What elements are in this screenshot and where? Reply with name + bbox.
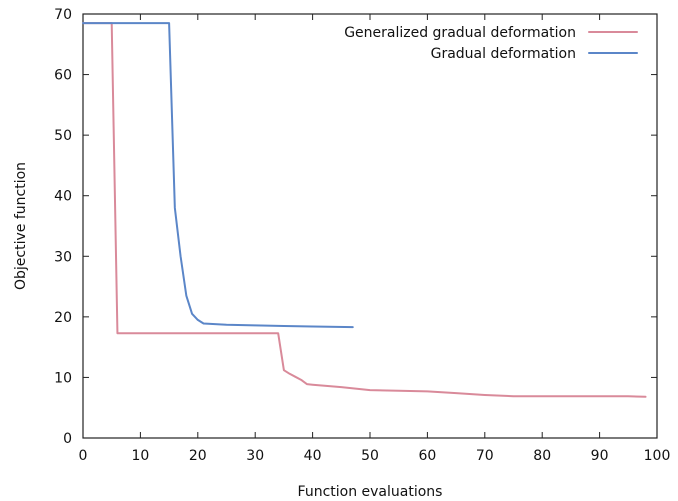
plot-area-frame	[82, 13, 658, 439]
legend: Generalized gradual deformation Gradual d…	[344, 25, 638, 62]
y-tick-label: 60	[54, 68, 72, 84]
y-tick-label: 0	[63, 431, 72, 447]
x-axis-title: Function evaluations	[298, 484, 443, 500]
x-tick-label: 80	[533, 448, 551, 464]
x-tick-label: 50	[361, 448, 379, 464]
x-tick-label: 100	[644, 448, 671, 464]
x-tick-label: 40	[304, 448, 322, 464]
x-tick-label: 10	[131, 448, 149, 464]
plot-frame	[82, 13, 658, 439]
y-tick-label: 20	[54, 310, 72, 326]
legend-label-1: Generalized gradual deformation	[344, 25, 576, 41]
legend-label-2: Gradual deformation	[431, 46, 576, 62]
x-tick-label: 70	[476, 448, 494, 464]
series-line-2	[82, 22, 354, 329]
axis-ticks: 0 10 20 30 40 50 60 70 80 90 100 0 10 20 30 40 50 60 70	[54, 7, 670, 464]
y-tick-label: 10	[54, 370, 72, 386]
y-tick-label: 70	[54, 7, 72, 23]
x-tick-label: 60	[418, 448, 436, 464]
x-tick-label: 90	[591, 448, 609, 464]
y-axis-title: Objective function	[13, 162, 29, 290]
y-tick-label: 30	[54, 249, 72, 265]
x-tick-label: 20	[189, 448, 207, 464]
y-tick-label: 50	[54, 128, 72, 144]
y-tick-label: 40	[54, 189, 72, 205]
series-lines	[82, 22, 647, 398]
series-line-1	[82, 22, 647, 398]
x-tick-label: 0	[79, 448, 88, 464]
x-tick-label: 30	[246, 448, 264, 464]
